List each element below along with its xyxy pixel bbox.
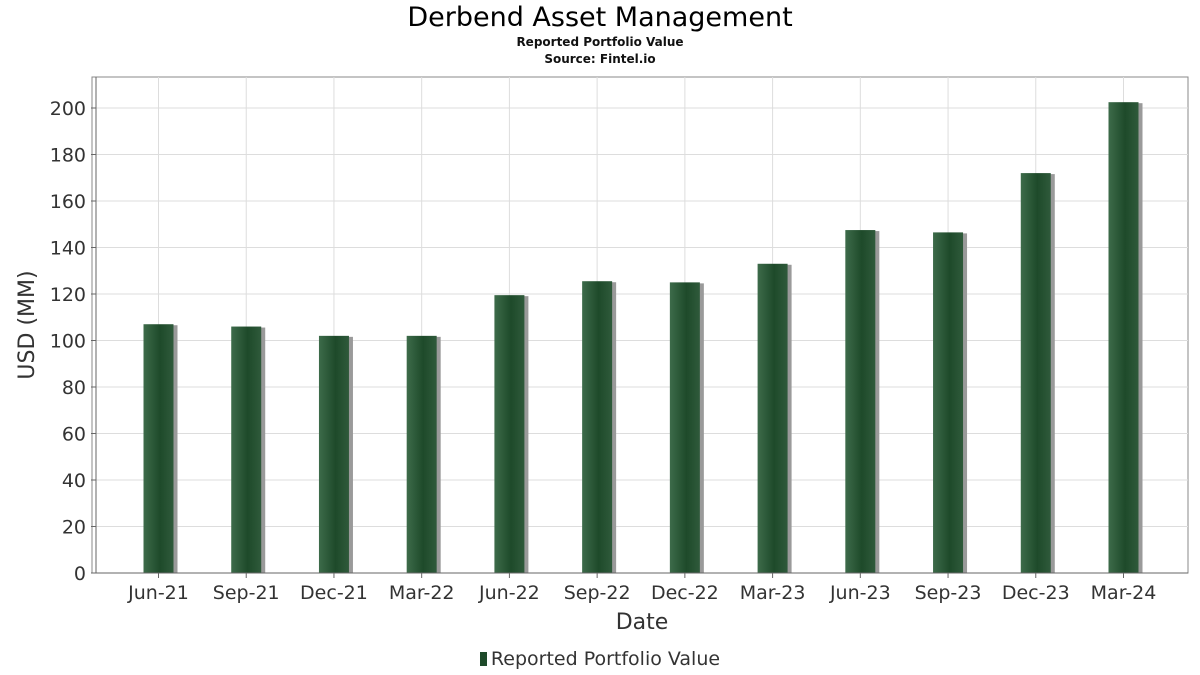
chart-subtitle: Reported Portfolio Value [516, 35, 684, 49]
x-tick-label: Sep-23 [915, 582, 982, 604]
x-tick-label: Mar-23 [740, 582, 806, 604]
x-tick-label: Mar-24 [1091, 582, 1157, 604]
x-axis-label: Date [616, 610, 669, 635]
y-tick-label: 40 [62, 470, 86, 492]
bar [582, 281, 613, 573]
x-tick-label: Jun-23 [829, 582, 891, 604]
bar [318, 335, 349, 573]
chart-source: Source: Fintel.io [544, 52, 656, 66]
tick-layer: 0 20 40 60 80 100 120 140 160 180 200 Jun-21 Sep-21 D… [50, 77, 1157, 604]
y-axis-label: USD (MM) [15, 270, 40, 379]
y-tick-label: 20 [62, 517, 86, 539]
chart-title: Derbend Asset Management [407, 2, 793, 33]
y-tick-label: 180 [50, 145, 86, 167]
bar [757, 263, 788, 573]
y-tick-label: 60 [62, 424, 86, 446]
x-tick-label: Dec-23 [1002, 582, 1070, 604]
y-tick-label: 100 [50, 331, 86, 353]
bar [406, 335, 437, 573]
bar [1108, 102, 1139, 573]
bar [845, 230, 876, 573]
y-tick-label: 160 [50, 191, 86, 213]
y-tick-label: 0 [74, 563, 86, 585]
bar [1020, 173, 1051, 573]
x-tick-label: Sep-21 [213, 582, 280, 604]
x-tick-label: Jun-22 [478, 582, 540, 604]
bar [143, 324, 174, 573]
y-tick-label: 80 [62, 377, 86, 399]
x-tick-label: Dec-21 [300, 582, 368, 604]
y-tick-label: 200 [50, 98, 86, 120]
bar-layer [143, 102, 1143, 573]
legend: Reported Portfolio Value [0, 648, 1200, 670]
legend-swatch [479, 652, 487, 666]
bar [933, 232, 964, 573]
bar [231, 326, 262, 573]
x-tick-label: Jun-21 [127, 582, 189, 604]
legend-label: Reported Portfolio Value [490, 648, 721, 670]
x-tick-label: Sep-22 [564, 582, 631, 604]
plot-area [91, 76, 1189, 574]
x-tick-label: Mar-22 [389, 582, 455, 604]
y-tick-label: 140 [50, 238, 86, 260]
bar [669, 282, 700, 573]
bar [494, 295, 525, 573]
y-tick-label: 120 [50, 284, 86, 306]
x-tick-label: Dec-22 [651, 582, 719, 604]
